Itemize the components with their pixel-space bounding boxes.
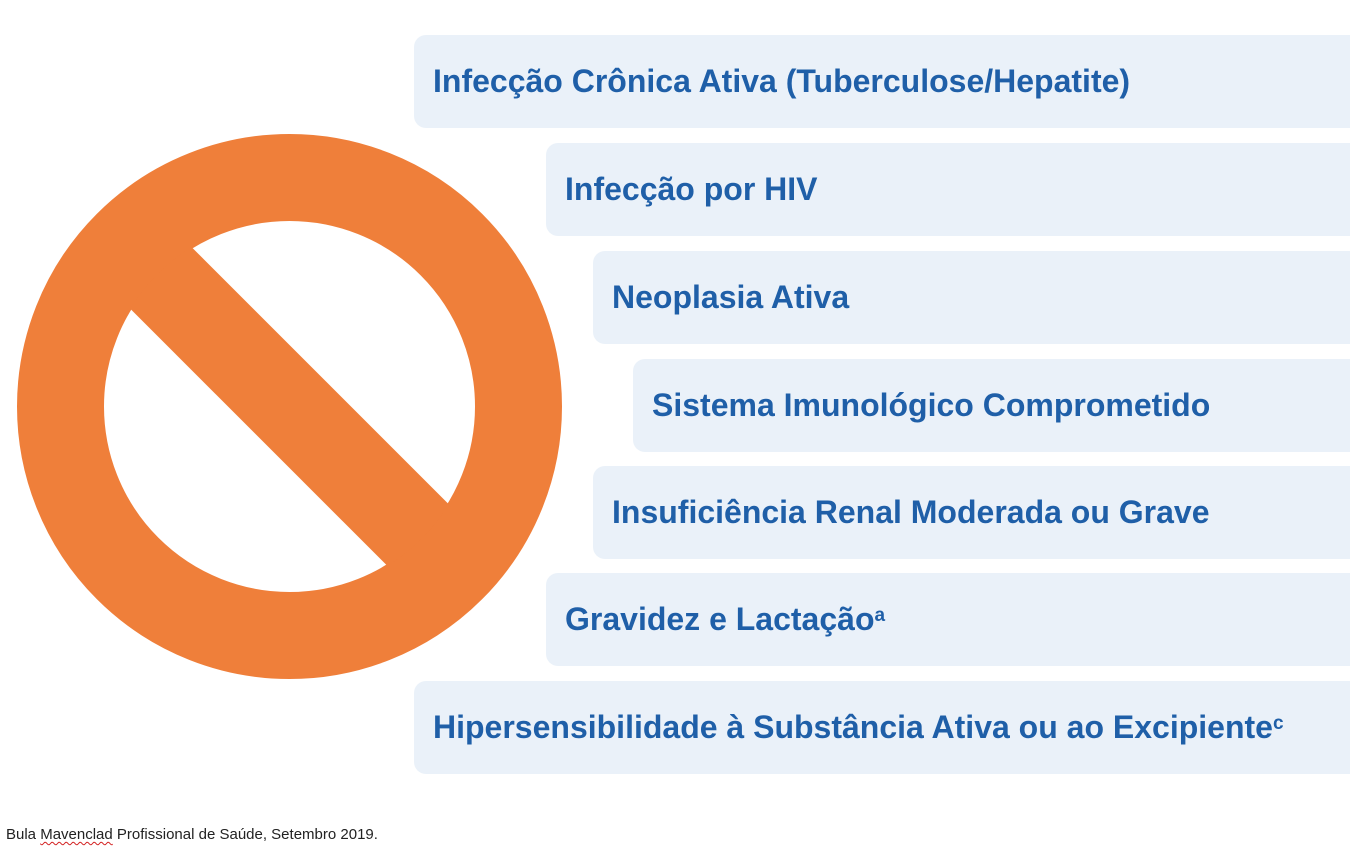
contraindication-item: Insuficiência Renal Moderada ou Grave (593, 466, 1350, 559)
contraindication-item: Neoplasia Ativa (593, 251, 1350, 344)
contraindication-item: Sistema Imunológico Comprometido (633, 359, 1350, 452)
prohibition-icon (17, 134, 562, 679)
source-footnote: Bula Mavenclad Profissional de Saúde, Se… (6, 826, 378, 843)
contraindication-label: Neoplasia Ativa (612, 279, 850, 315)
contraindication-item: Infecção por HIV (546, 143, 1350, 236)
contraindication-label: Hipersensibilidade à Substância Ativa ou… (433, 709, 1273, 745)
prohibition-bar (102, 219, 477, 594)
contraindication-item: Gravidez e Lactação a (546, 573, 1350, 666)
contraindication-label: Sistema Imunológico Comprometido (652, 387, 1211, 423)
footnote-marker: c (1272, 713, 1284, 734)
footnote-marker: a (874, 605, 886, 626)
footnote-suffix: Profissional de Saúde, Setembro 2019. (112, 826, 378, 843)
footnote-brand: Mavenclad (40, 826, 113, 843)
contraindication-label: Insuficiência Renal Moderada ou Grave (612, 494, 1210, 530)
contraindication-item: Infecção Crônica Ativa (Tuberculose/Hepa… (414, 35, 1350, 128)
contraindication-label: Gravidez e Lactação (565, 601, 875, 637)
contraindication-label: Infecção Crônica Ativa (Tuberculose/Hepa… (433, 63, 1131, 99)
footnote-prefix: Bula (6, 826, 41, 843)
contraindication-label: Infecção por HIV (565, 171, 818, 207)
contraindication-item: Hipersensibilidade à Substância Ativa ou… (414, 681, 1350, 774)
prohibition-ring (17, 134, 562, 679)
